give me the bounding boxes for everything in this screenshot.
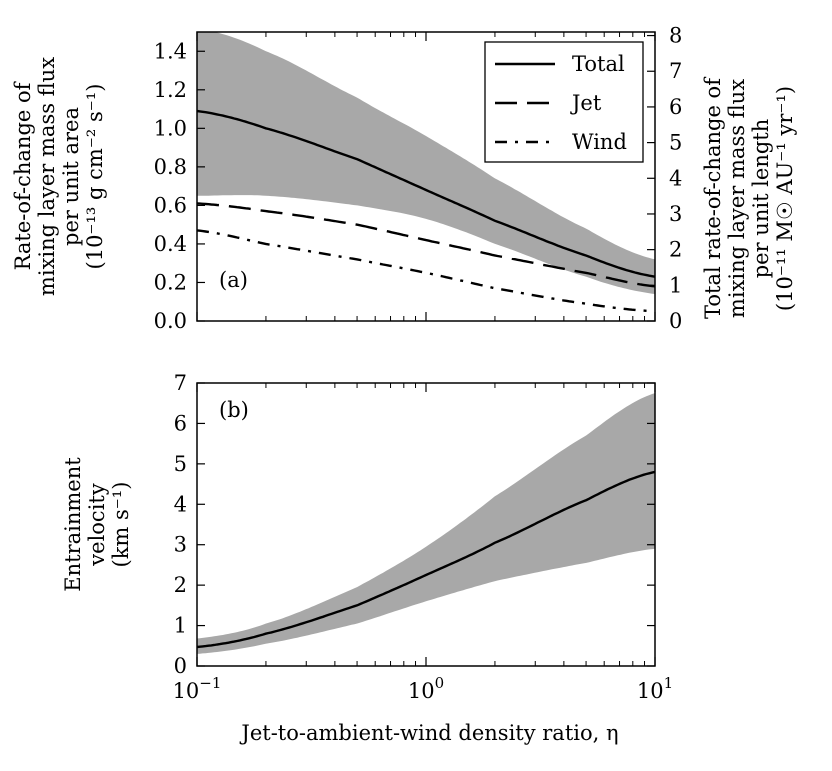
y-tick-label: 5	[174, 452, 187, 476]
y-tick-label: 6	[174, 411, 187, 435]
y-tick-label: 1	[174, 614, 187, 638]
y-tick-label: 0.0	[154, 309, 187, 333]
x-tick-label: 101	[637, 674, 673, 703]
plot-area	[197, 32, 655, 313]
x-tick-base: 10	[408, 679, 435, 703]
y-tick-label: 0.2	[154, 270, 187, 294]
y-tick-label: 7	[174, 371, 187, 395]
y-tick-label: 1.2	[154, 78, 187, 102]
y-axis-label: Rate-of-change of	[11, 80, 35, 270]
y-axis-label: Entrainment	[61, 457, 85, 592]
y-right-axis-label: mixing layer mass flux	[725, 79, 749, 318]
legend-entry-jet: Jet	[570, 91, 602, 115]
x-tick-base: 10	[637, 679, 664, 703]
y-right-axis-label: (10⁻¹¹ M☉ AU⁻¹ yr⁻¹)	[773, 86, 797, 311]
y-axis-label: velocity	[85, 483, 109, 567]
y-right-tick-label: 4	[669, 166, 682, 190]
legend: Total Jet Wind	[484, 41, 644, 163]
y-right-axis-label: per unit length	[749, 119, 773, 279]
y-tick-label: 4	[174, 492, 187, 516]
series-line-1	[197, 470, 655, 649]
x-tick-exponent: 1	[664, 674, 674, 692]
uncertainty-band	[197, 393, 655, 654]
y-right-tick-label: 0	[669, 309, 682, 333]
x-tick-exponent: −1	[199, 674, 221, 692]
plot-area	[197, 393, 655, 654]
y-axis-label: (10⁻¹³ g cm⁻² s⁻¹)	[83, 84, 107, 270]
x-tick-base: 10	[173, 679, 200, 703]
y-tick-label: 1.4	[154, 39, 187, 63]
y-right-tick-label: 3	[669, 202, 682, 226]
panel-a: 0.0 0.2 0.4 0.6 0.8 1.0 1.2 1.4 0 1 2 3 4 5 6 7 8 (a) Rate…	[11, 24, 797, 333]
panel-label: (a)	[219, 268, 248, 292]
y-tick-label: 0.6	[154, 193, 187, 217]
x-tick-label: 100	[408, 674, 444, 703]
y-right-tick-label: 6	[669, 95, 682, 119]
uncertainty-band	[197, 32, 655, 294]
y-right-axis-label: Total rate-of-change of	[701, 76, 725, 319]
y-tick-label: 3	[174, 533, 187, 557]
y-tick-label: 0.4	[154, 232, 187, 256]
y-right-tick-label: 5	[669, 131, 682, 155]
y-tick-label: 0.8	[154, 155, 187, 179]
y-right-tick-label: 2	[669, 238, 682, 262]
y-axis-label: (km s⁻¹)	[109, 482, 133, 568]
y-tick-label: 1.0	[154, 116, 187, 140]
series-line-total	[197, 109, 655, 278]
series-line-jet	[197, 202, 655, 288]
y-axis-label: mixing layer mass flux	[35, 57, 59, 296]
y-right-tick-label: 1	[669, 273, 682, 297]
y-tick-label: 2	[174, 573, 187, 597]
panel-label: (b)	[219, 398, 249, 422]
y-right-tick-label: 7	[669, 59, 682, 83]
x-tick-label: 10−1	[173, 674, 222, 703]
legend-entry-wind: Wind	[572, 130, 627, 154]
x-tick-exponent: 0	[435, 674, 445, 692]
y-tick-label: 0	[174, 654, 187, 678]
x-axis-label: Jet-to-ambient-wind density ratio, η	[239, 721, 618, 745]
legend-entry-total: Total	[572, 52, 625, 76]
y-axis-label: per unit area	[59, 107, 83, 246]
y-right-tick-label: 8	[669, 24, 682, 48]
